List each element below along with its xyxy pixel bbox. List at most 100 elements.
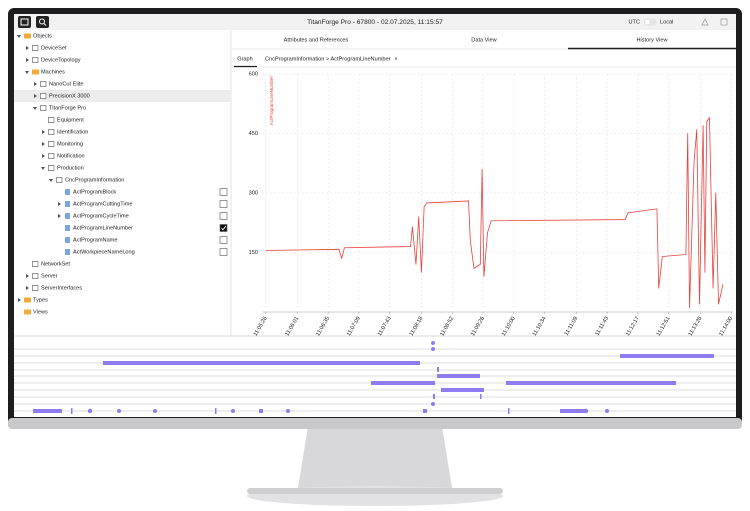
variable-icon [65,201,70,207]
search-icon [39,18,45,25]
utc-label: UTC [629,19,641,25]
object-icon [56,177,63,183]
collapse-arrow[interactable] [18,298,21,302]
object-icon [48,141,55,147]
tree-label[interactable]: ActProgramBlock [73,189,116,195]
checkbox[interactable] [219,212,228,220]
timeline-event [431,347,435,351]
search-button[interactable] [36,16,49,28]
expand-arrow[interactable] [25,71,29,74]
tree-label[interactable]: NetworkSet [41,261,70,267]
timeline-event [431,341,435,345]
timeline-event [87,408,93,414]
tree-label[interactable]: PrecisionX 3000 [49,93,90,99]
collapse-arrow[interactable] [26,286,29,290]
timeline-event [508,408,510,414]
graph-tab[interactable]: Graph [237,56,253,62]
object-icon [48,117,55,123]
expand-arrow[interactable] [17,35,21,38]
toggle-knob [644,18,651,26]
collapse-arrow[interactable] [26,274,29,278]
checkbox[interactable] [219,188,228,196]
tree-label[interactable]: Notification [57,153,85,159]
object-icon [32,273,39,279]
screen [14,14,736,417]
timeline-event [480,394,482,399]
collapse-arrow[interactable] [42,130,45,134]
checkbox[interactable] [219,224,228,232]
monitor-neck [298,426,452,488]
tree-label[interactable]: ActWorkpieceNameLong [73,249,135,255]
series-tab[interactable]: CncProgramInformation > ActProgramLineNu… [265,56,391,62]
y-axis-title: ActProgramLineNumber [269,76,274,126]
tree-label[interactable]: Types [33,297,48,303]
expand-arrow[interactable] [41,167,45,170]
tab[interactable]: Attributes and References [284,37,349,43]
tree-label[interactable]: Production [57,165,84,171]
object-icon [48,165,55,171]
tree: Objects DeviceSet DeviceTopology Machines Na… [14,33,230,315]
tree-label[interactable]: ServerInterfaces [41,285,82,291]
timeline-event [437,367,439,372]
tab[interactable]: Data View [471,37,497,43]
timeline-bar [506,381,676,385]
timeline-bar [620,354,714,358]
checkbox[interactable] [219,236,228,244]
collapse-arrow[interactable] [42,154,45,158]
window-icon[interactable] [720,18,728,26]
tab[interactable]: History View [637,37,669,43]
search-icon [43,23,47,26]
folder-icon [24,309,31,315]
variable-icon [65,213,70,219]
timeline-bar [441,388,484,392]
variable-icon [65,189,70,195]
local-label: Local [660,19,673,25]
collapse-arrow[interactable] [58,202,61,206]
tree-label[interactable]: ActProgramLineNumber [73,225,133,231]
variable-icon [65,237,70,243]
timeline-event [71,408,73,414]
tree-label[interactable]: Identification [57,129,88,135]
data-line [265,117,724,309]
collapse-arrow[interactable] [58,214,61,218]
collapse-arrow[interactable] [26,58,29,62]
y-tick-label: 600 [249,71,258,77]
expand-arrow[interactable] [33,107,37,110]
tree-label[interactable]: DeviceSet [41,45,67,51]
tree-label[interactable]: ActProgramCuttingTime [73,201,132,207]
folder-icon [32,69,39,75]
checkbox[interactable] [219,200,228,208]
tree-label[interactable]: NanoCut Elite [49,81,84,87]
tree-label[interactable]: Monitoring [57,141,83,147]
timeline-event [286,409,290,413]
object-icon [32,45,39,51]
tree-label[interactable]: CncProgramInformation [65,177,124,183]
timeline-bar [371,381,435,385]
tree-label[interactable]: TitanForge Pro [49,105,86,111]
collapse-arrow[interactable] [34,94,37,98]
variable-icon [65,249,70,255]
tree-label[interactable]: Equipment [57,117,84,123]
tree-label[interactable]: Server [41,273,58,279]
tree-label[interactable]: DeviceTopology [41,57,81,63]
monitor-base-top [247,488,503,494]
collapse-arrow[interactable] [34,82,37,86]
collapse-arrow[interactable] [26,46,29,50]
timeline-event [215,408,217,414]
save-button[interactable] [18,16,31,28]
collapse-arrow[interactable] [42,142,45,146]
top-bar [14,14,736,30]
y-tick-label: 450 [249,131,258,137]
close-tab[interactable]: × [394,56,397,62]
warning-icon[interactable] [701,18,709,26]
tree-label[interactable]: Views [33,309,48,315]
expand-arrow[interactable] [49,179,53,182]
tree-label[interactable]: Machines [41,69,65,75]
tree-label[interactable]: ActProgramName [73,237,117,243]
object-icon [40,93,47,99]
selected-row [14,90,230,102]
tree-label[interactable]: Objects [33,33,52,39]
checkbox[interactable] [219,248,228,256]
tree-label[interactable]: ActProgramCycleTime [73,213,129,219]
